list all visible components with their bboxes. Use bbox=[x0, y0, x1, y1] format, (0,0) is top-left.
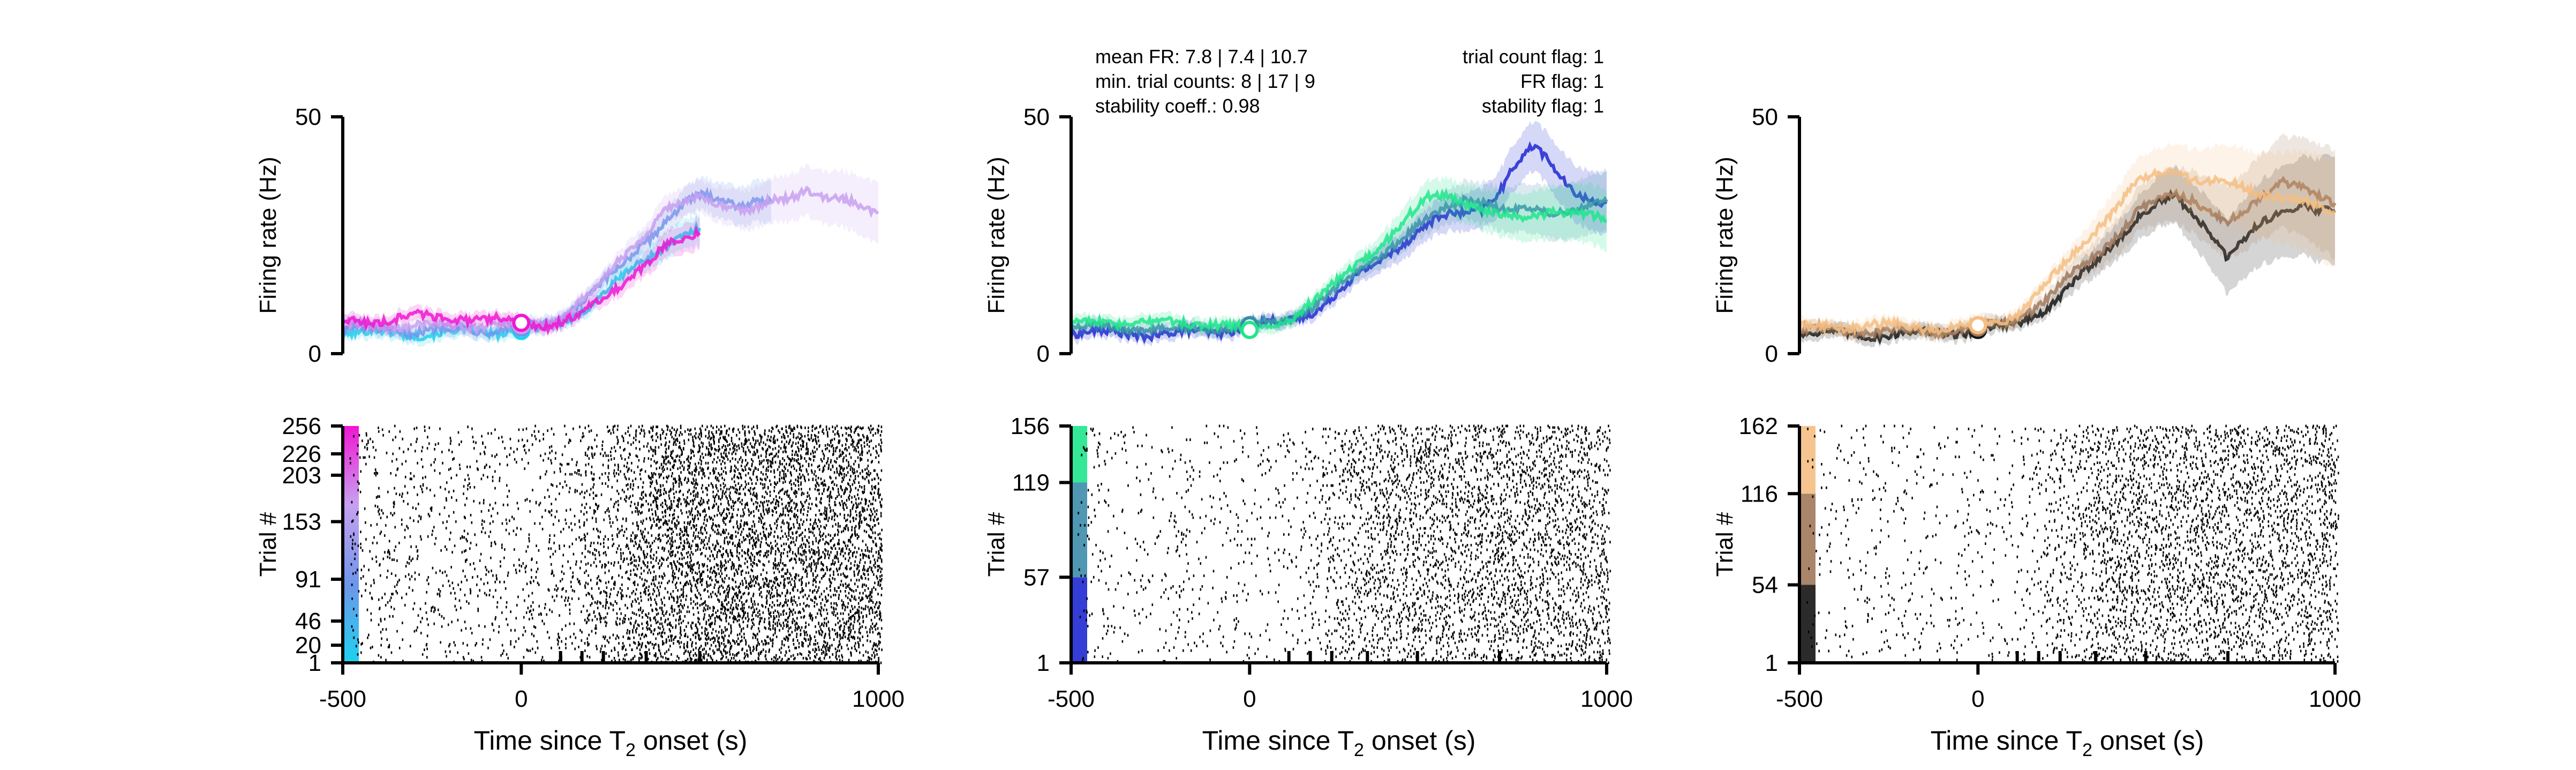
raster-xtick-label: -500 bbox=[1048, 686, 1095, 712]
raster-ytick-label: 57 bbox=[1023, 564, 1050, 590]
raster-xtick-label: 0 bbox=[515, 686, 528, 712]
series-3-error-band bbox=[1071, 175, 1607, 338]
raster-xtick-label: 0 bbox=[1243, 686, 1256, 712]
raster-xlabel: Time since T2 onset (s) bbox=[1202, 726, 1476, 760]
series-3-line bbox=[341, 185, 879, 337]
raster-ytick-label: 156 bbox=[1011, 413, 1050, 439]
panel-3: 0 50 Firing rate (Hz) 1 54 116 162 Trial # -500 0… bbox=[1712, 104, 2361, 760]
spike-raster bbox=[1806, 424, 2339, 664]
raster-xtick-label: 1000 bbox=[2309, 686, 2361, 712]
raster-ytick-label: 1 bbox=[1037, 650, 1050, 676]
raster-ylabel: Trial # bbox=[1712, 512, 1738, 577]
stats-left-line: min. trial counts: 8 | 17 | 9 bbox=[1095, 70, 1315, 92]
fr-ylabel: Firing rate (Hz) bbox=[1712, 156, 1738, 313]
series-2-line bbox=[1799, 175, 2337, 341]
raster-xtick-label: -500 bbox=[1776, 686, 1823, 712]
series-3-error-band bbox=[343, 163, 878, 339]
raster-ytick-label: 20 bbox=[295, 632, 321, 659]
raster-xlabel: Time since T2 onset (s) bbox=[474, 726, 748, 760]
fr-ytick-label-50: 50 bbox=[295, 104, 321, 130]
raster-ytick-label: 203 bbox=[282, 462, 321, 489]
condition-color-strip bbox=[1071, 426, 1087, 483]
raster-ytick-label: 1 bbox=[1765, 650, 1778, 676]
condition-color-strip bbox=[343, 426, 359, 663]
raster-ytick-label: 91 bbox=[295, 566, 321, 593]
series-3-line bbox=[1798, 167, 2336, 337]
raster-ytick-label: 54 bbox=[1752, 572, 1778, 598]
series-3-error-band bbox=[1799, 142, 2335, 340]
fr-ytick-label-0: 0 bbox=[1765, 341, 1778, 367]
raster-ytick-label: 256 bbox=[282, 413, 321, 439]
onset-marker bbox=[1969, 316, 1987, 334]
raster-xtick-label: 1000 bbox=[852, 686, 905, 712]
raster-xlabel: Time since T2 onset (s) bbox=[1931, 726, 2204, 760]
fr-ytick-label-50: 50 bbox=[1752, 104, 1778, 130]
series-1-error-band bbox=[1799, 154, 2335, 348]
spike-raster bbox=[349, 424, 883, 664]
stats-right-line: trial count flag: 1 bbox=[1463, 46, 1604, 68]
raster-ytick-label: 153 bbox=[282, 509, 321, 535]
series-1-error-band bbox=[1071, 121, 1607, 347]
fr-ytick-label-0: 0 bbox=[1037, 341, 1050, 367]
series-2-error-band bbox=[1071, 168, 1607, 341]
firing-rate-plot: 0 50 Firing rate (Hz) bbox=[983, 104, 1608, 367]
raster-ytick-label: 162 bbox=[1739, 413, 1778, 439]
raster-ylabel: Trial # bbox=[255, 512, 281, 577]
raster-ytick-label: 116 bbox=[1741, 481, 1778, 507]
panel-2: 0 50 Firing rate (Hz) 1 57 119 156 Trial # -500 0… bbox=[983, 104, 1633, 760]
series-1-line bbox=[1798, 189, 2336, 345]
fr-ytick-label-50: 50 bbox=[1023, 104, 1050, 130]
raster-xtick-label: 0 bbox=[1971, 686, 1984, 712]
series-2-error-band bbox=[343, 175, 771, 345]
onset-marker bbox=[1240, 320, 1259, 339]
series-4-error-band bbox=[343, 214, 700, 338]
firing-rate-plot: 0 50 Firing rate (Hz) bbox=[1712, 104, 2337, 367]
onset-marker bbox=[512, 313, 531, 332]
raster-ytick-label: 226 bbox=[282, 441, 321, 467]
fr-ytick-label-0: 0 bbox=[308, 341, 321, 367]
condition-color-strip bbox=[1799, 494, 1816, 585]
series-3-line bbox=[1071, 188, 1607, 335]
condition-color-strip bbox=[1071, 482, 1087, 578]
condition-color-strip bbox=[1071, 577, 1087, 663]
raster-ylabel: Trial # bbox=[983, 512, 1010, 577]
spike-raster bbox=[1078, 424, 1611, 664]
stats-right-line: FR flag: 1 bbox=[1520, 70, 1604, 92]
stats-left-line: stability coeff.: 0.98 bbox=[1095, 95, 1260, 117]
stats-right-line: stability flag: 1 bbox=[1482, 95, 1604, 117]
fr-ylabel: Firing rate (Hz) bbox=[983, 156, 1010, 313]
stats-left-line: mean FR: 7.8 | 7.4 | 10.7 bbox=[1095, 46, 1308, 68]
raster-plot: 1 54 116 162 Trial # -500 0 1000 Time since T2 o… bbox=[1712, 413, 2361, 760]
raster-ytick-label: 119 bbox=[1012, 470, 1050, 496]
raster-plot: 1 57 119 156 Trial # -500 0 1000 Time since T2 o… bbox=[983, 413, 1633, 760]
firing-rate-plot: 0 50 Firing rate (Hz) bbox=[255, 104, 879, 367]
raster-xtick-label: -500 bbox=[319, 686, 366, 712]
fr-ylabel: Firing rate (Hz) bbox=[255, 156, 281, 313]
raster-xtick-label: 1000 bbox=[1580, 686, 1633, 712]
raster-ytick-label: 1 bbox=[308, 650, 321, 676]
raster-ytick-label: 46 bbox=[295, 608, 321, 634]
